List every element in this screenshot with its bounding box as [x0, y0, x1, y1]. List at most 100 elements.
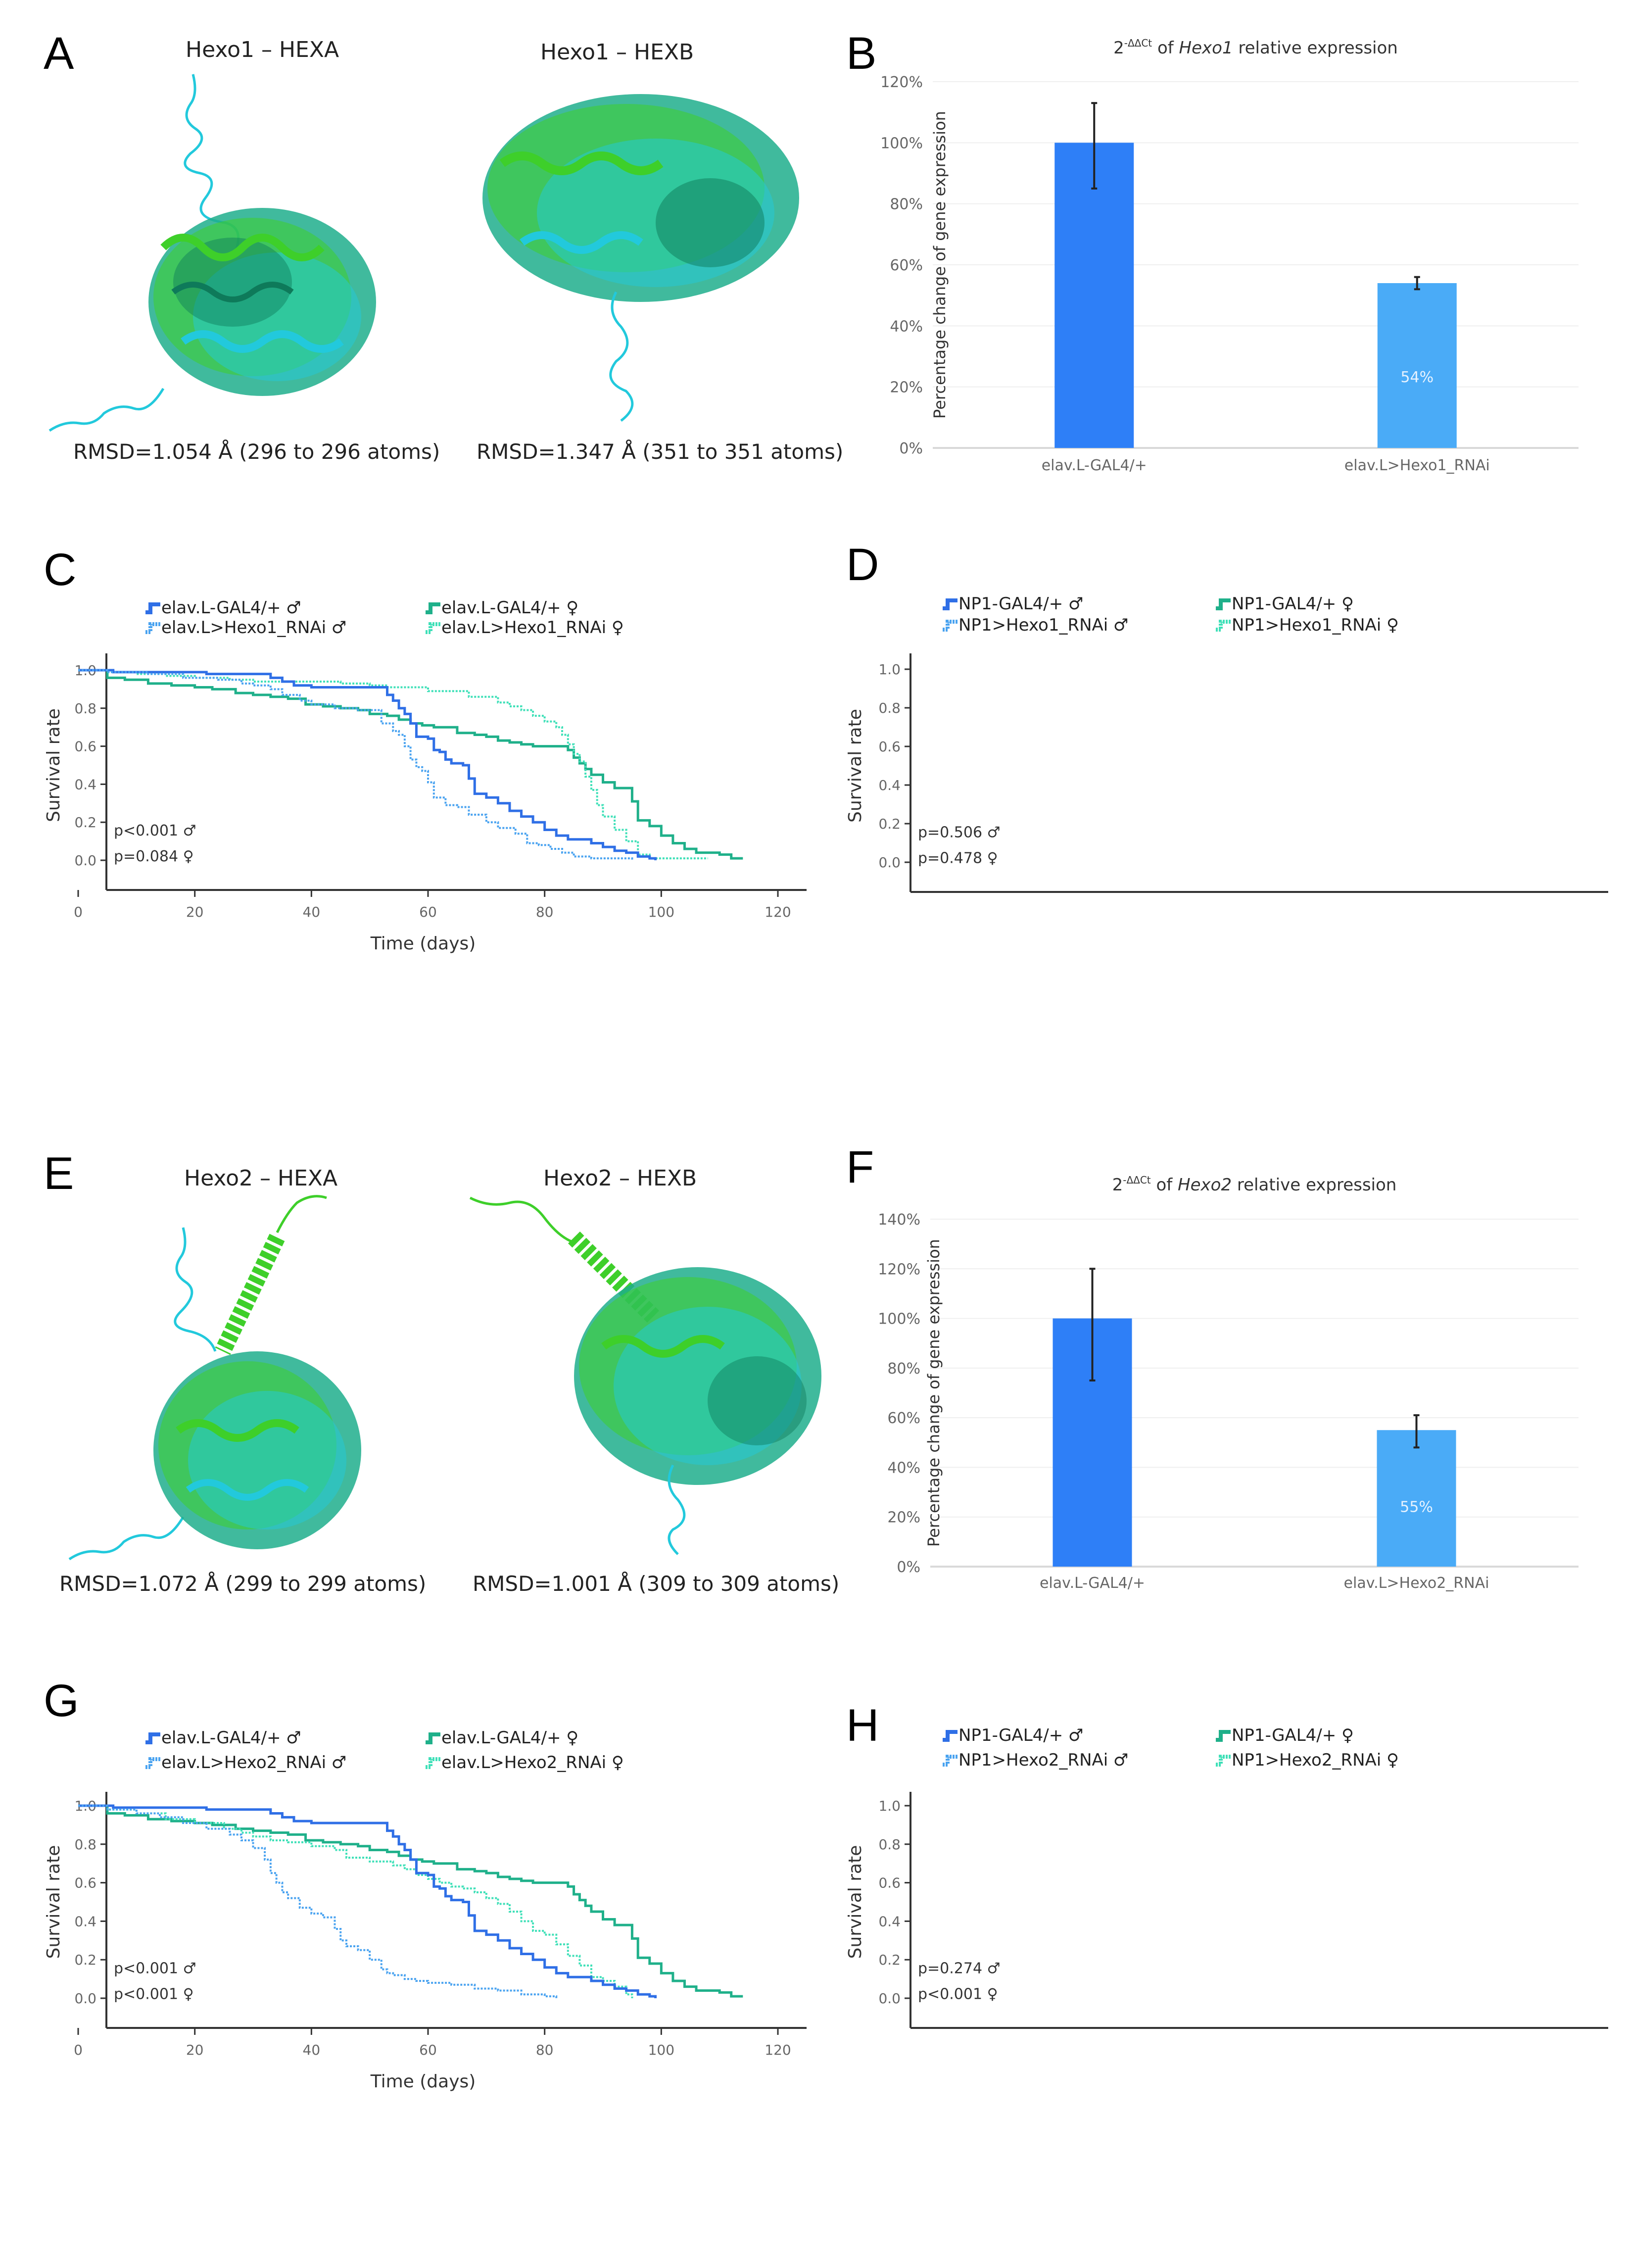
- y-tick-label: 140%: [878, 1211, 920, 1229]
- y-tick-label: 100%: [880, 135, 923, 152]
- survival-curve-control-female: [78, 1804, 743, 1998]
- x-tick-label: 120: [765, 904, 791, 920]
- bar: [1377, 1430, 1456, 1567]
- y-tick-label: 80%: [887, 1360, 920, 1378]
- y-tick-label: 0.4: [878, 1913, 901, 1929]
- x-axis-label: Time (days): [370, 2071, 476, 2092]
- y-tick-label: 0.8: [878, 700, 901, 716]
- survival-curve-control-female: [78, 669, 743, 860]
- x-category-label: elav.L>Hexo2_RNAi: [1344, 1575, 1489, 1592]
- legend-label: elav.L>Hexo1_RNAi ♀: [441, 618, 624, 638]
- legend-item: elav.L-GAL4/+ ♂: [144, 1728, 301, 1748]
- y-tick-label: 0.8: [74, 1836, 96, 1853]
- x-category-label: elav.L>Hexo1_RNAi: [1344, 457, 1490, 474]
- panel-label-g: G: [44, 1676, 79, 1726]
- legend-swatch-icon: [943, 1730, 958, 1742]
- x-axis-label: Time (days): [370, 934, 476, 954]
- y-tick-label: 0.0: [74, 1990, 96, 2007]
- x-category-label: elav.L-GAL4/+: [1042, 457, 1147, 474]
- y-tick-label: 0.0: [74, 852, 96, 869]
- legend-label: elav.L>Hexo2_RNAi ♀: [441, 1753, 624, 1773]
- rmsd-hexo2-hexb: RMSD=1.001 Å (309 to 309 atoms): [473, 1572, 840, 1596]
- y-tick-label: 1.0: [878, 1798, 901, 1814]
- chart-title-title-prefix: 2: [1112, 1175, 1123, 1195]
- legend-swatch-icon: [1216, 620, 1231, 632]
- chart-title-title-prefix: 2: [1113, 38, 1124, 58]
- protein-structure-hexo2-hexb: [469, 1196, 821, 1555]
- legend-swatch-icon: [145, 1732, 160, 1744]
- legend-label: elav.L>Hexo2_RNAi ♂: [161, 1753, 347, 1773]
- y-tick-label: 40%: [887, 1459, 920, 1477]
- panel-label-h: H: [846, 1700, 879, 1751]
- y-axis-label: Percentage change of gene expression: [924, 1239, 943, 1547]
- y-tick-label: 120%: [878, 1261, 920, 1278]
- legend-label: elav.L-GAL4/+ ♂: [161, 598, 301, 618]
- y-tick-label: 0.0: [878, 1990, 901, 2007]
- protein-structure-hexo1-hexb: [482, 94, 799, 422]
- x-tick-label: 60: [419, 904, 437, 920]
- x-tick-label: 20: [186, 904, 204, 920]
- legend-swatch-icon: [426, 1732, 440, 1744]
- bar-data-label: 54%: [1400, 369, 1434, 386]
- x-tick-label: 80: [536, 2042, 554, 2058]
- bar: [1377, 283, 1457, 448]
- legend-item: NP1-GAL4/+ ♂: [942, 1726, 1084, 1745]
- survival-curve-control-male: [78, 1804, 657, 1998]
- panel-label-d: D: [846, 540, 879, 590]
- y-tick-label: 0.2: [878, 816, 901, 832]
- y-tick-label: 80%: [890, 196, 923, 213]
- y-tick-label: 0.8: [74, 700, 96, 717]
- chart-title: 2-ΔΔCt of Hexo1 relative expression: [1113, 37, 1398, 58]
- panel-label-e: E: [44, 1148, 74, 1199]
- y-tick-label: 0.2: [74, 1952, 96, 1968]
- p-value-annotation: p<0.001 ♀: [918, 1985, 998, 2003]
- p-value-annotation: p<0.001 ♂: [114, 822, 196, 839]
- y-tick-label: 0.6: [878, 739, 901, 755]
- x-tick-label: 100: [648, 904, 674, 920]
- x-tick-label: 60: [419, 2042, 437, 2058]
- legend-label: NP1>Hexo1_RNAi ♀: [1232, 615, 1399, 635]
- x-tick-label: 80: [536, 904, 554, 920]
- legend-item: NP1>Hexo1_RNAi ♂: [942, 615, 1129, 635]
- legend-item: elav.L-GAL4/+ ♀: [425, 598, 578, 618]
- y-tick-label: 120%: [880, 74, 923, 91]
- legend-item: elav.L>Hexo2_RNAi ♀: [425, 1753, 624, 1773]
- legend-label: NP1>Hexo2_RNAi ♀: [1232, 1750, 1399, 1770]
- x-tick-label: 40: [303, 2042, 321, 2058]
- legend-label: NP1-GAL4/+ ♀: [1232, 1726, 1354, 1745]
- p-value-annotation: p=0.478 ♀: [918, 849, 998, 867]
- legend-label: NP1>Hexo1_RNAi ♂: [958, 615, 1129, 635]
- x-category-label: elav.L-GAL4/+: [1040, 1575, 1145, 1592]
- legend-item: NP1>Hexo2_RNAi ♀: [1215, 1750, 1399, 1770]
- legend-item: elav.L>Hexo1_RNAi ♂: [144, 618, 346, 638]
- chart-title: 2-ΔΔCt of Hexo2 relative expression: [1112, 1174, 1397, 1195]
- y-tick-label: 0%: [897, 1559, 920, 1576]
- chart-title-title-gene: Hexo2: [1178, 1175, 1232, 1195]
- p-value-annotation: p<0.001 ♂: [114, 1960, 196, 1977]
- chart-title-title-gene: Hexo1: [1179, 38, 1233, 58]
- survival-curve-rnai-male: [78, 1805, 558, 1998]
- y-tick-label: 60%: [890, 257, 923, 274]
- p-value-annotation: p<0.001 ♀: [114, 1985, 194, 2003]
- legend-label: elav.L-GAL4/+ ♂: [161, 1728, 301, 1748]
- x-tick-label: 100: [648, 2042, 674, 2058]
- y-tick-label: 20%: [890, 379, 923, 396]
- legend-swatch-icon: [1216, 1730, 1231, 1742]
- y-tick-label: 0.6: [74, 1875, 96, 1891]
- y-axis-label: Survival rate: [44, 1845, 64, 1959]
- legend-swatch-icon: [145, 602, 160, 614]
- y-tick-label: 40%: [890, 318, 923, 335]
- rmsd-hexo1-hexa: RMSD=1.054 Å (296 to 296 atoms): [73, 440, 440, 464]
- survival-curve-rnai-male: [78, 669, 633, 860]
- legend-label: NP1>Hexo2_RNAi ♂: [958, 1750, 1129, 1770]
- legend-label: NP1-GAL4/+ ♂: [958, 1726, 1084, 1745]
- y-tick-label: 0.4: [878, 777, 901, 793]
- legend-item: NP1-GAL4/+ ♀: [1215, 1726, 1354, 1745]
- y-axis-label: Survival rate: [44, 708, 64, 822]
- legend-swatch-icon: [943, 620, 958, 632]
- protein-structure-hexo1-hexa: [48, 74, 376, 432]
- x-tick-label: 0: [74, 2042, 83, 2058]
- x-tick-label: 0: [74, 904, 83, 920]
